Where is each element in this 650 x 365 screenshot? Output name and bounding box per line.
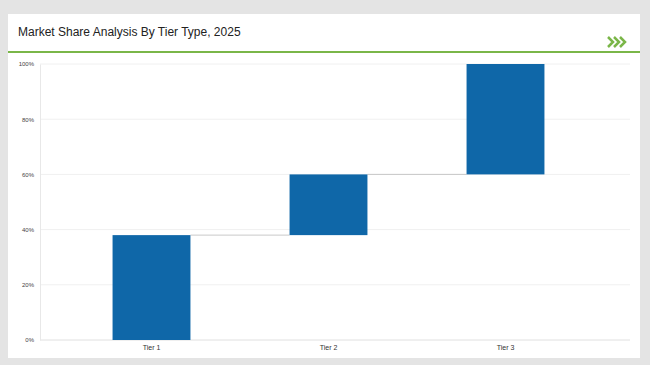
- x-tick: Tier 3: [497, 340, 515, 351]
- connector: [367, 174, 466, 175]
- x-axis: Tier 1 Tier 2 Tier 3: [40, 340, 630, 351]
- y-tick-label: 40%: [22, 227, 35, 233]
- y-axis-line: [40, 65, 41, 341]
- y-tick-label: 100%: [19, 61, 35, 67]
- bar: [467, 64, 545, 174]
- title-rule: [8, 51, 640, 53]
- chevron-icon: [608, 37, 625, 47]
- y-tick: 60%: [22, 172, 40, 178]
- y-tick-label: 80%: [22, 117, 35, 123]
- y-tick-label: 0%: [25, 337, 34, 343]
- connector: [190, 235, 289, 236]
- y-tick: 40%: [22, 227, 40, 233]
- y-tick: 100%: [19, 61, 40, 67]
- bar: [113, 235, 191, 340]
- title: Market Share Analysis By Tier Type, 2025: [18, 25, 241, 39]
- chart: Market Share Analysis By Tier Type, 2025…: [0, 0, 650, 365]
- x-tick-label: Tier 3: [497, 344, 515, 351]
- y-tick-label: 20%: [22, 282, 35, 288]
- x-tick-label: Tier 1: [143, 344, 161, 351]
- y-tick-label: 60%: [22, 172, 35, 178]
- x-tick: Tier 2: [320, 340, 338, 351]
- x-tick-label: Tier 2: [320, 344, 338, 351]
- grid: [40, 64, 630, 340]
- panel: [8, 14, 640, 358]
- y-tick: 80%: [22, 117, 40, 123]
- y-tick: 20%: [22, 282, 40, 288]
- chevron: [620, 37, 625, 47]
- y-axis: 0% 20% 40% 60% 80% 100%: [19, 61, 41, 343]
- chevron: [614, 37, 619, 47]
- x-tick: Tier 1: [143, 340, 161, 351]
- y-tick: 0%: [25, 337, 40, 343]
- bar: [290, 174, 368, 235]
- chevron: [608, 37, 613, 47]
- marks: [113, 64, 545, 340]
